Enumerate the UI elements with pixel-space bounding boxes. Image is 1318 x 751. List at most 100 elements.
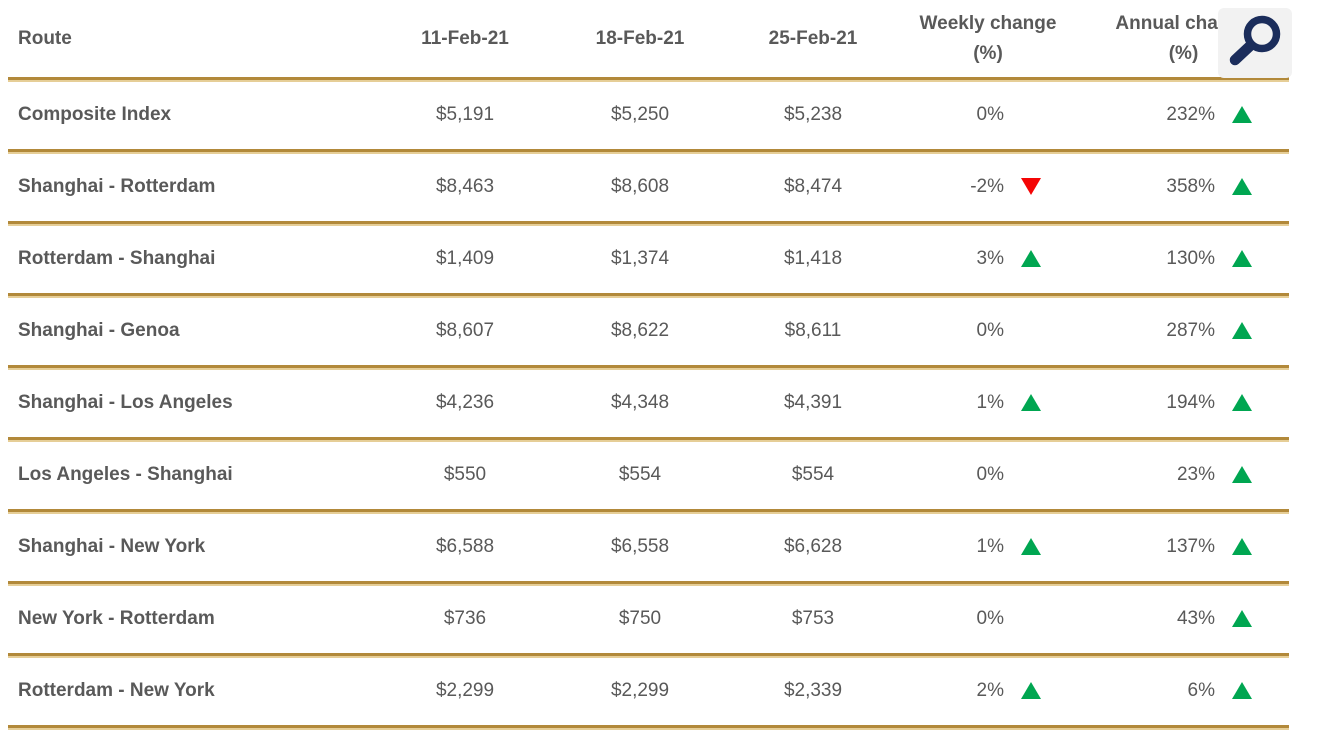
weekly-change-arrow-icon: [1021, 394, 1041, 411]
route-name: Shanghai - New York: [18, 535, 206, 557]
price-week-3: $2,339: [783, 679, 843, 701]
price-week-1: $550: [443, 463, 487, 485]
price-week-2: $750: [618, 607, 662, 629]
annual-change-arrow-icon: [1232, 466, 1252, 483]
search-icon[interactable]: [1218, 8, 1292, 78]
price-week-2: $8,622: [610, 319, 670, 341]
annual-change-arrow-icon: [1232, 250, 1252, 267]
weekly-change-value: 1%: [976, 535, 1004, 557]
weekly-change-cell: 3%: [898, 248, 1078, 270]
route-name: Composite Index: [18, 103, 172, 125]
annual-change-arrow-icon: [1232, 682, 1252, 699]
price-week-3: $554: [791, 463, 835, 485]
price-week-2: $4,348: [610, 391, 670, 413]
route-name: Rotterdam - New York: [18, 679, 215, 701]
price-week-2: $554: [618, 463, 662, 485]
route-name: New York - Rotterdam: [18, 607, 215, 629]
price-week-1: $1,409: [435, 247, 495, 269]
weekly-change-value: -2%: [970, 175, 1004, 197]
route-name: Los Angeles - Shanghai: [18, 463, 233, 485]
table-row: Shanghai - Los Angeles $4,236 $4,348 $4,…: [8, 368, 1289, 442]
annual-change-arrow-icon: [1232, 106, 1252, 123]
price-week-2: $2,299: [610, 679, 670, 701]
annual-change-cell: 130%: [1078, 248, 1289, 270]
weekly-change-header-label: Weekly change (%): [919, 13, 1057, 64]
annual-change-value: 130%: [1166, 247, 1215, 269]
annual-change-cell: 287%: [1078, 320, 1289, 342]
price-week-1: $2,299: [435, 679, 495, 701]
table-row: Shanghai - New York $6,588 $6,558 $6,628…: [8, 512, 1289, 586]
weekly-change-cell: 0%: [898, 464, 1078, 486]
price-week-3: $6,628: [783, 535, 843, 557]
table-row: Rotterdam - New York $2,299 $2,299 $2,33…: [8, 656, 1289, 730]
weekly-change-value: 0%: [976, 319, 1004, 341]
weekly-change-arrow-icon: [1021, 178, 1041, 195]
price-week-3: $753: [791, 607, 835, 629]
weekly-change-value: 2%: [976, 679, 1004, 701]
price-week-2: $6,558: [610, 535, 670, 557]
weekly-change-value: 3%: [976, 247, 1004, 269]
annual-change-arrow-icon: [1232, 322, 1252, 339]
price-week-3: $5,238: [783, 103, 843, 125]
price-week-2: $1,374: [610, 247, 670, 269]
price-week-1: $5,191: [435, 103, 495, 125]
annual-change-cell: 137%: [1078, 536, 1289, 558]
annual-change-arrow-icon: [1232, 538, 1252, 555]
annual-change-cell: 43%: [1078, 608, 1289, 630]
weekly-change-value: 0%: [976, 103, 1004, 125]
table-row: Shanghai - Genoa $8,607 $8,622 $8,611 0%…: [8, 296, 1289, 370]
weekly-change-arrow-icon: [1021, 538, 1041, 555]
column-header-weekly-change: Weekly change (%): [898, 9, 1078, 68]
table-row: Composite Index $5,191 $5,250 $5,238 0% …: [8, 80, 1289, 154]
table-row: Los Angeles - Shanghai $550 $554 $554 0%…: [8, 440, 1289, 514]
annual-change-value: 194%: [1166, 391, 1215, 413]
table-row: Shanghai - Rotterdam $8,463 $8,608 $8,47…: [8, 152, 1289, 226]
price-week-1: $4,236: [435, 391, 495, 413]
annual-change-arrow-icon: [1232, 178, 1252, 195]
weekly-change-cell: 0%: [898, 320, 1078, 342]
table-row: New York - Rotterdam $736 $750 $753 0% 4…: [8, 584, 1289, 658]
annual-change-value: 23%: [1176, 463, 1215, 485]
weekly-change-value: 1%: [976, 391, 1004, 413]
annual-change-header-label: Annual change (%): [1115, 13, 1252, 64]
annual-change-cell: 358%: [1078, 176, 1289, 198]
table-header: Route 11-Feb-21 18-Feb-21 25-Feb-21 Week…: [8, 0, 1289, 82]
rates-table: Route 11-Feb-21 18-Feb-21 25-Feb-21 Week…: [8, 0, 1289, 730]
price-week-1: $736: [443, 607, 487, 629]
annual-change-value: 43%: [1176, 607, 1215, 629]
price-week-2: $5,250: [610, 103, 670, 125]
annual-change-value: 6%: [1187, 679, 1215, 701]
table-row: Rotterdam - Shanghai $1,409 $1,374 $1,41…: [8, 224, 1289, 298]
column-header-date-1: 11-Feb-21: [421, 27, 509, 49]
price-week-1: $6,588: [435, 535, 495, 557]
weekly-change-value: 0%: [976, 463, 1004, 485]
column-header-annual-change: Annual change (%): [1078, 9, 1289, 68]
annual-change-cell: 194%: [1078, 392, 1289, 414]
weekly-change-cell: 2%: [898, 680, 1078, 702]
weekly-change-cell: 1%: [898, 392, 1078, 414]
price-week-2: $8,608: [610, 175, 670, 197]
annual-change-cell: 6%: [1078, 680, 1289, 702]
route-name: Shanghai - Los Angeles: [18, 391, 233, 413]
price-week-3: $8,611: [784, 319, 842, 341]
route-name: Shanghai - Genoa: [18, 319, 180, 341]
annual-change-value: 358%: [1166, 175, 1215, 197]
column-header-date-3: 25-Feb-21: [768, 27, 858, 49]
price-week-3: $1,418: [783, 247, 843, 269]
weekly-change-arrow-icon: [1021, 250, 1041, 267]
annual-change-value: 232%: [1166, 103, 1215, 125]
column-header-date-2: 18-Feb-21: [595, 27, 685, 49]
table-body: Composite Index $5,191 $5,250 $5,238 0% …: [8, 80, 1289, 730]
weekly-change-cell: -2%: [898, 176, 1078, 198]
column-header-route: Route: [18, 27, 72, 49]
annual-change-value: 137%: [1166, 535, 1215, 557]
magnifier-glyph: [1229, 15, 1281, 66]
annual-change-cell: 23%: [1078, 464, 1289, 486]
route-name: Shanghai - Rotterdam: [18, 175, 216, 197]
annual-change-arrow-icon: [1232, 394, 1252, 411]
weekly-change-arrow-icon: [1021, 682, 1041, 699]
weekly-change-cell: 0%: [898, 608, 1078, 630]
annual-change-arrow-icon: [1232, 610, 1252, 627]
price-week-3: $8,474: [783, 175, 843, 197]
